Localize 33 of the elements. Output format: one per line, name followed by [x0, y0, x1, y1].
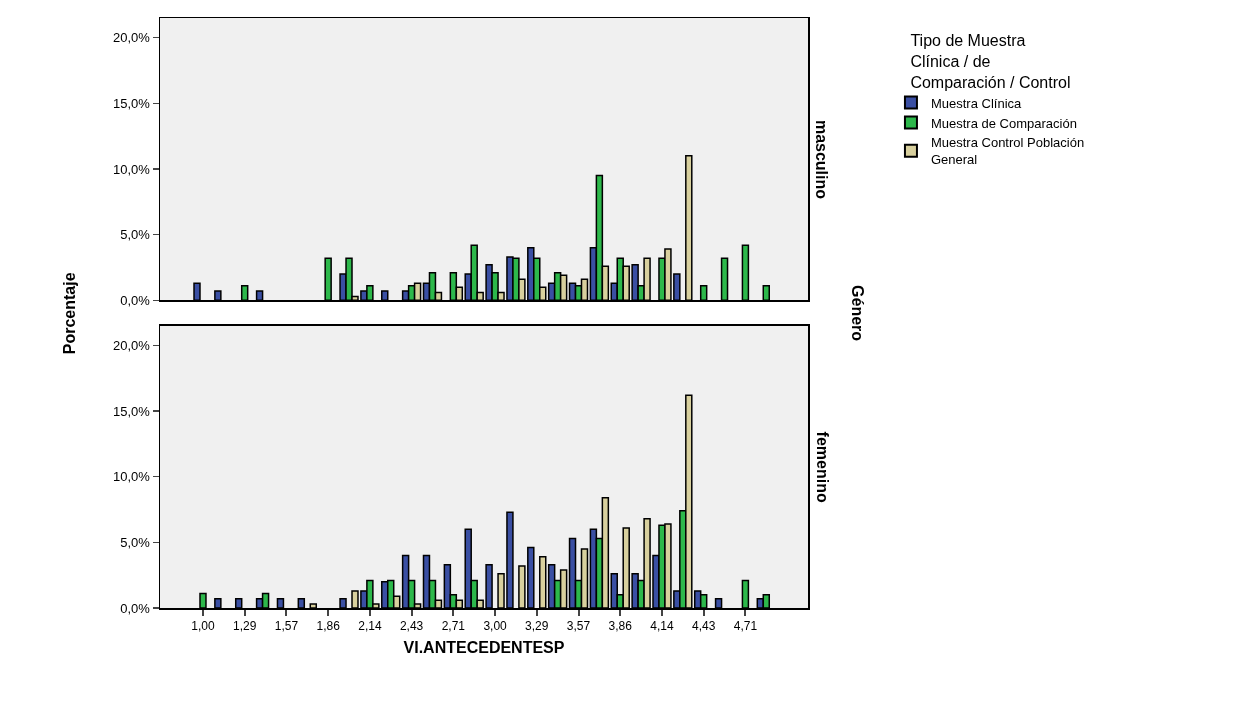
text: Género	[848, 285, 866, 342]
legend-title: Tipo de Muestra Clínica / de Comparación / Control	[910, 32, 1071, 91]
legend-label: Muestra Control Población General	[930, 135, 1085, 168]
x-tick-label: 2,43	[399, 618, 424, 633]
x-tick-label: 4,71	[733, 618, 758, 633]
x-tick-label: 1,00	[191, 618, 215, 633]
text: masculino	[813, 119, 831, 200]
x-tick-label: 4,14	[650, 618, 674, 633]
x-tick-label: 1,29	[233, 618, 257, 633]
y-tick-label: 0,0%	[120, 600, 151, 616]
x-tick-label: 3,57	[566, 618, 591, 633]
y-tick-label: 5,0%	[120, 534, 151, 550]
x-tick-label: 2,14	[358, 618, 382, 633]
legend-label: Muestra de Comparación	[930, 115, 1077, 131]
text: femenino	[814, 431, 832, 503]
y-tick-label: 10,0%	[113, 469, 151, 485]
x-axis-title: VI.ANTECEDENTESP	[403, 639, 565, 657]
y-axis-title: Porcentaje	[61, 272, 79, 355]
x-tick-label: 1,57	[274, 618, 299, 633]
y-tick-label: 15,0%	[113, 95, 151, 111]
x-tick-label: 3,29	[525, 618, 549, 633]
x-tick-label: 1,86	[316, 618, 341, 633]
x-tick-label: 3,86	[608, 618, 633, 633]
x-tick-label: 4,43	[692, 618, 716, 633]
y-tick-label: 20,0%	[113, 30, 151, 46]
x-tick-label: 3,00	[483, 618, 508, 633]
y-tick-label: 5,0%	[120, 227, 151, 243]
x-tick-label: 2,71	[441, 618, 466, 633]
y-tick-label: 20,0%	[113, 337, 151, 353]
y-tick-label: 10,0%	[113, 161, 151, 177]
y-tick-label: 0,0%	[120, 292, 151, 308]
y-tick-label: 15,0%	[113, 403, 151, 419]
legend-label: Muestra Clínica	[930, 95, 1023, 111]
